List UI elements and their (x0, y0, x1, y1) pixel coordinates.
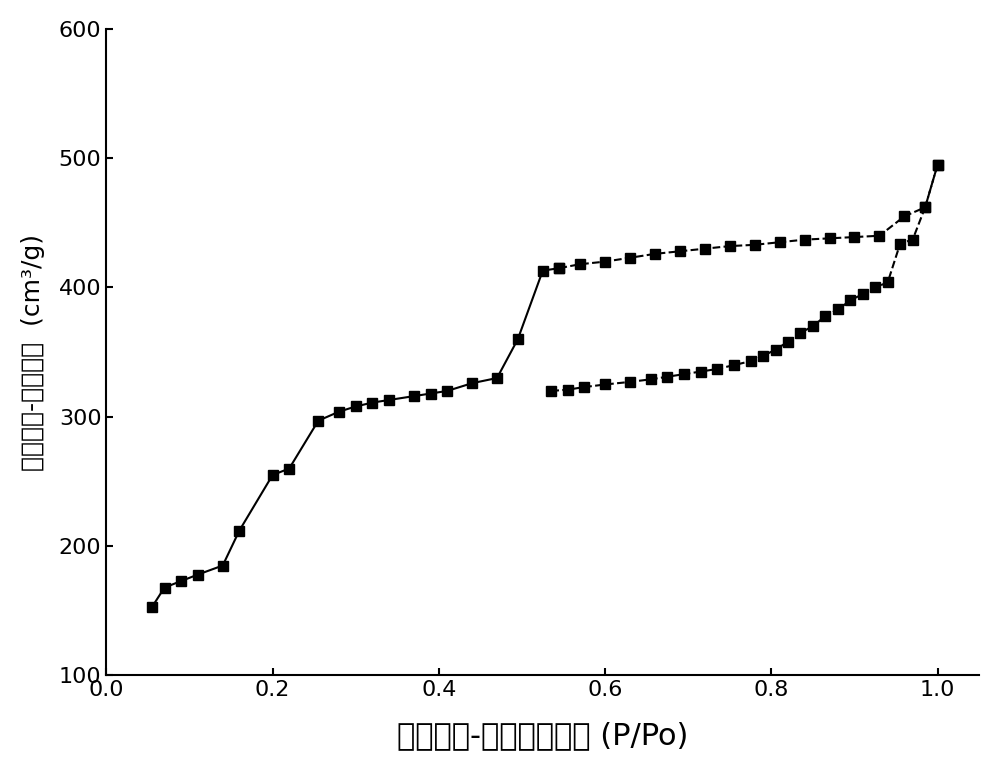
X-axis label: 氮气吸附-脱附相对压力 (P/Po): 氮气吸附-脱附相对压力 (P/Po) (397, 721, 688, 750)
Y-axis label: 氮气吸附-脱附体积  (cm³/g): 氮气吸附-脱附体积 (cm³/g) (21, 234, 45, 470)
